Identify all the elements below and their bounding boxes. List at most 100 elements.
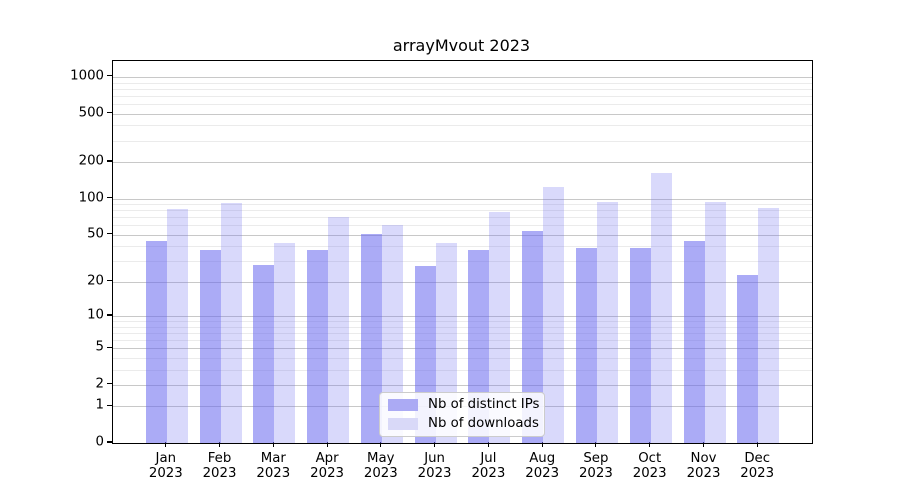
x-tick-label-feb: Feb 2023 bbox=[190, 451, 250, 481]
bar-ips-nov bbox=[683, 241, 705, 443]
gridline-minor-900 bbox=[113, 82, 812, 84]
x-tick-year: 2023 bbox=[363, 466, 398, 481]
gridline-major-500 bbox=[113, 113, 812, 115]
legend-label-downloads: Nb of downloads bbox=[428, 416, 539, 431]
bar-downloads-aug bbox=[543, 187, 565, 443]
x-tick-year: 2023 bbox=[310, 466, 345, 481]
chart-title: arrayMvout 2023 bbox=[392, 36, 531, 55]
bar-downloads-apr bbox=[328, 217, 350, 443]
x-tick-label-mar: Mar 2023 bbox=[243, 451, 303, 481]
legend-item-downloads: Nb of downloads bbox=[388, 416, 539, 432]
x-tick-month: Sep bbox=[583, 451, 609, 466]
x-tick-label-may: May 2023 bbox=[351, 451, 411, 481]
x-tick-mark-sep bbox=[595, 442, 597, 447]
gridline-major-5 bbox=[113, 348, 812, 350]
bar-ips-jan bbox=[145, 241, 167, 443]
y-tick-mark-0 bbox=[107, 441, 112, 443]
legend-item-distinct-ips: Nb of distinct IPs bbox=[388, 397, 540, 413]
bar-downloads-sep bbox=[596, 202, 618, 443]
gridline-major-50 bbox=[113, 234, 812, 236]
bar-ips-mar bbox=[253, 264, 275, 443]
x-tick-label-oct: Oct 2023 bbox=[620, 451, 680, 481]
y-tick-mark-1 bbox=[107, 404, 112, 406]
x-tick-mark-dec bbox=[756, 442, 758, 447]
y-tick-mark-10 bbox=[107, 314, 112, 316]
bar-ips-apr bbox=[307, 250, 329, 443]
x-tick-mark-feb bbox=[218, 442, 221, 447]
x-tick-year: 2023 bbox=[148, 466, 183, 481]
x-tick-month: Feb bbox=[207, 451, 232, 466]
gridline-minor-8 bbox=[113, 326, 812, 328]
bar-downloads-feb bbox=[220, 202, 242, 443]
bar-ips-dec bbox=[737, 274, 759, 443]
x-tick-mark-may bbox=[380, 442, 382, 447]
x-tick-label-jun: Jun 2023 bbox=[405, 451, 465, 481]
x-tick-label-jan: Jan 2023 bbox=[136, 451, 196, 481]
bar-ips-sep bbox=[575, 247, 597, 443]
y-tick-mark-20 bbox=[107, 280, 112, 282]
bar-downloads-oct bbox=[650, 173, 672, 443]
gridline-minor-90 bbox=[113, 204, 812, 205]
x-tick-year: 2023 bbox=[632, 466, 667, 481]
legend-swatch-downloads bbox=[388, 418, 418, 430]
bar-ips-may bbox=[360, 233, 382, 443]
x-tick-month: Nov bbox=[690, 451, 717, 466]
y-tick-mark-100 bbox=[107, 196, 112, 199]
y-tick-label-500: 500 bbox=[78, 104, 104, 120]
x-tick-year: 2023 bbox=[686, 466, 721, 481]
legend-swatch-distinct-ips bbox=[388, 399, 418, 411]
gridline-minor-3 bbox=[113, 369, 812, 371]
x-tick-mark-oct bbox=[649, 442, 651, 447]
x-tick-month: Oct bbox=[638, 451, 662, 466]
y-tick-mark-50 bbox=[107, 233, 112, 235]
gridline-minor-700 bbox=[113, 95, 812, 97]
gridline-minor-9 bbox=[113, 321, 812, 322]
y-tick-label-0: 0 bbox=[95, 434, 104, 450]
x-tick-year: 2023 bbox=[525, 466, 560, 481]
bar-downloads-jan bbox=[166, 208, 188, 443]
bar-downloads-dec bbox=[758, 207, 780, 443]
gridline-major-10 bbox=[113, 316, 812, 317]
y-tick-label-200: 200 bbox=[78, 153, 104, 169]
x-tick-mark-jul bbox=[487, 442, 489, 447]
bar-ips-aug bbox=[522, 230, 544, 443]
x-tick-year: 2023 bbox=[578, 466, 613, 481]
x-tick-month: Apr bbox=[315, 451, 339, 466]
gridline-minor-30 bbox=[113, 261, 812, 263]
y-tick-mark-1000 bbox=[107, 75, 112, 77]
gridline-minor-7 bbox=[113, 332, 812, 334]
x-tick-month: Dec bbox=[744, 451, 771, 466]
gridline-minor-400 bbox=[113, 125, 812, 127]
gridline-minor-70 bbox=[113, 217, 812, 219]
y-tick-label-5: 5 bbox=[95, 339, 104, 355]
gridline-major-1000 bbox=[113, 76, 812, 78]
gridline-minor-40 bbox=[113, 246, 812, 248]
x-tick-month: Jul bbox=[480, 451, 497, 466]
x-tick-month: May bbox=[367, 451, 395, 466]
y-tick-label-50: 50 bbox=[87, 226, 104, 242]
x-tick-year: 2023 bbox=[471, 466, 506, 481]
legend-label-distinct-ips: Nb of distinct IPs bbox=[428, 397, 540, 412]
bar-downloads-mar bbox=[274, 242, 296, 443]
legend: Nb of distinct IPs Nb of downloads bbox=[379, 392, 545, 437]
gridline-minor-6 bbox=[113, 339, 812, 341]
bar-ips-oct bbox=[629, 247, 651, 443]
x-tick-label-dec: Dec 2023 bbox=[727, 451, 787, 481]
gridline-minor-60 bbox=[113, 225, 812, 227]
y-tick-mark-5 bbox=[107, 346, 112, 348]
x-tick-mark-jan bbox=[165, 442, 167, 447]
bar-downloads-jul bbox=[489, 212, 511, 443]
x-tick-label-sep: Sep 2023 bbox=[566, 451, 626, 481]
y-tick-label-1000: 1000 bbox=[70, 68, 104, 84]
x-tick-month: Mar bbox=[260, 451, 286, 466]
x-tick-month: Aug bbox=[529, 451, 556, 466]
y-tick-label-1: 1 bbox=[95, 397, 104, 413]
y-tick-mark-2 bbox=[107, 383, 112, 385]
y-tick-label-2: 2 bbox=[95, 376, 104, 392]
x-tick-month: Jan bbox=[155, 451, 177, 466]
y-tick-label-10: 10 bbox=[87, 307, 104, 323]
gridline-major-2 bbox=[113, 384, 812, 386]
x-tick-year: 2023 bbox=[417, 466, 452, 481]
gridline-major-200 bbox=[113, 162, 812, 163]
x-tick-label-jul: Jul 2023 bbox=[458, 451, 518, 481]
